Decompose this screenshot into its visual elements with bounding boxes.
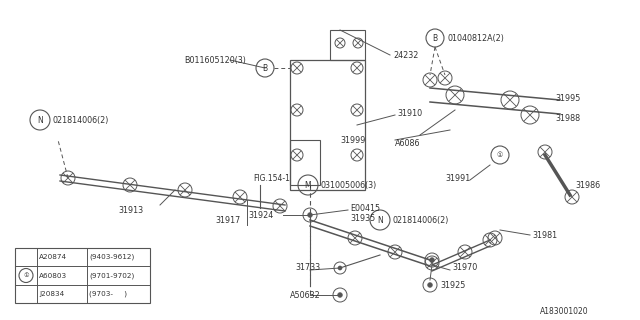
Text: 31981: 31981 bbox=[532, 230, 557, 239]
Text: B011605120(3): B011605120(3) bbox=[184, 55, 246, 65]
Circle shape bbox=[337, 292, 342, 298]
Text: A60803: A60803 bbox=[39, 273, 67, 278]
Circle shape bbox=[429, 258, 435, 262]
Text: 31988: 31988 bbox=[555, 114, 580, 123]
Circle shape bbox=[428, 283, 433, 287]
Text: ①: ① bbox=[497, 152, 503, 158]
Text: A50632: A50632 bbox=[290, 291, 321, 300]
Text: (9703-     ): (9703- ) bbox=[89, 291, 127, 297]
Text: 021814006(2): 021814006(2) bbox=[52, 116, 108, 124]
Text: 01040812A(2): 01040812A(2) bbox=[447, 34, 504, 43]
Circle shape bbox=[308, 212, 312, 218]
Text: J20834: J20834 bbox=[39, 291, 64, 297]
Text: 31733: 31733 bbox=[295, 263, 320, 273]
Text: 031005006(3): 031005006(3) bbox=[320, 180, 376, 189]
Text: 24232: 24232 bbox=[393, 51, 419, 60]
Text: A183001020: A183001020 bbox=[540, 308, 589, 316]
Text: ①: ① bbox=[23, 273, 29, 278]
Text: (9403-9612): (9403-9612) bbox=[89, 254, 134, 260]
Text: (9701-9702): (9701-9702) bbox=[89, 272, 134, 279]
Circle shape bbox=[338, 266, 342, 270]
Text: B: B bbox=[433, 34, 438, 43]
Text: E00415: E00415 bbox=[350, 204, 380, 212]
Text: B: B bbox=[262, 63, 268, 73]
Text: 021814006(2): 021814006(2) bbox=[392, 215, 449, 225]
Text: 31924: 31924 bbox=[248, 211, 273, 220]
Text: A6086: A6086 bbox=[395, 139, 420, 148]
Text: M: M bbox=[305, 180, 311, 189]
Bar bbox=[15, 248, 150, 303]
Text: 31935: 31935 bbox=[350, 213, 375, 222]
Text: 31999: 31999 bbox=[340, 135, 365, 145]
Text: A20874: A20874 bbox=[39, 254, 67, 260]
Text: 31986: 31986 bbox=[575, 180, 600, 189]
Text: 31910: 31910 bbox=[397, 108, 422, 117]
Text: 31917: 31917 bbox=[215, 215, 240, 225]
Bar bbox=[290, 60, 365, 190]
Text: 31925: 31925 bbox=[440, 281, 465, 290]
Text: 31995: 31995 bbox=[555, 93, 580, 102]
Text: 31991: 31991 bbox=[445, 173, 470, 182]
Bar bbox=[330, 30, 365, 60]
Bar bbox=[290, 140, 320, 185]
Text: FIG.154-1: FIG.154-1 bbox=[253, 173, 290, 182]
Text: 31970: 31970 bbox=[452, 263, 477, 273]
Text: 31913: 31913 bbox=[118, 205, 143, 214]
Text: N: N bbox=[377, 215, 383, 225]
Text: N: N bbox=[37, 116, 43, 124]
